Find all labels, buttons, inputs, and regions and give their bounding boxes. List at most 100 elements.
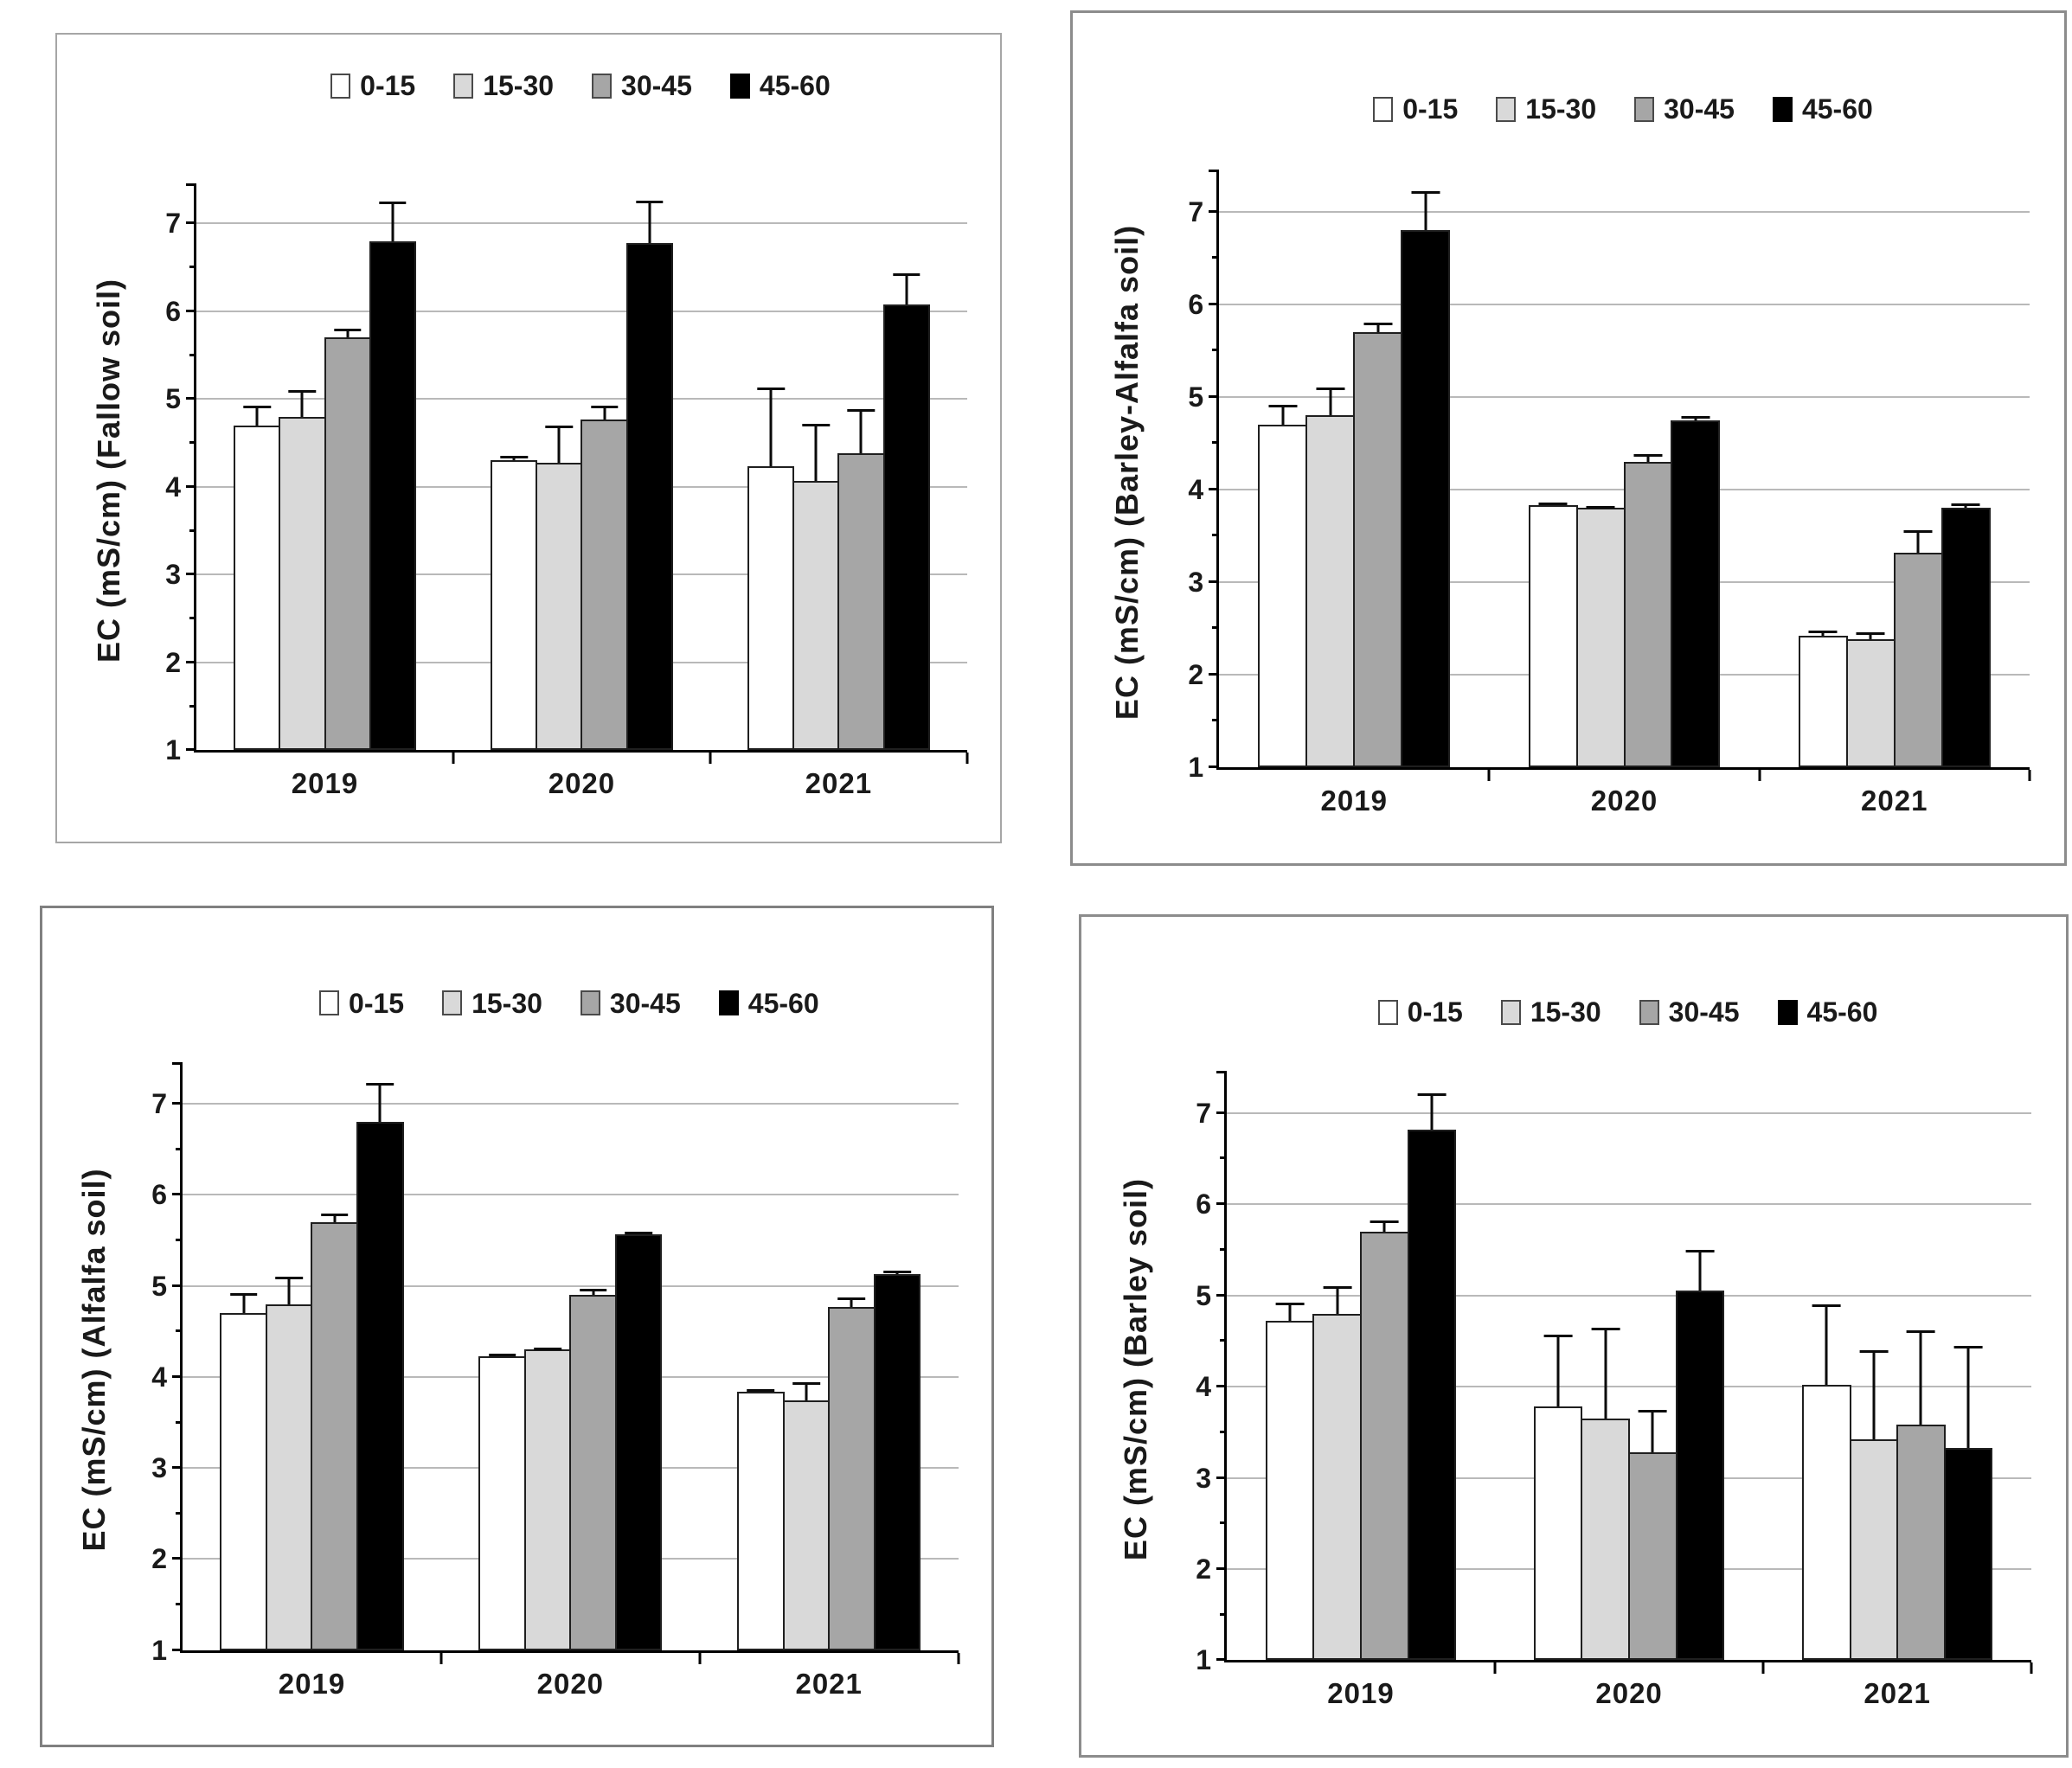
legend-item: 45-60 xyxy=(729,72,831,99)
y-axis-tick xyxy=(186,660,197,663)
x-axis-tick xyxy=(698,1652,702,1664)
bar-2019-30-45 xyxy=(1353,332,1403,767)
bar-2019-30-45 xyxy=(1360,1231,1409,1661)
error-bar-cap xyxy=(534,1348,561,1351)
bar-group-2020 xyxy=(441,1063,700,1650)
bar-slot xyxy=(1893,170,1943,767)
bar-slot xyxy=(536,184,583,751)
y-axis-tick xyxy=(1209,487,1220,490)
y-tick-label: 1 xyxy=(1196,1644,1211,1676)
y-axis-tick xyxy=(176,1329,183,1333)
error-bar-cap xyxy=(747,1388,775,1392)
error-bar-cap xyxy=(1323,1286,1352,1290)
bar-2019-45-60 xyxy=(369,240,416,751)
bar-slot xyxy=(1575,170,1626,767)
y-axis-tick xyxy=(1209,672,1220,676)
bar-group-2020 xyxy=(453,184,710,751)
legend-item: 30-45 xyxy=(1634,95,1735,123)
legend-label: 45-60 xyxy=(1806,996,1878,1028)
y-axis-title: EC (mS/cm) (Barley-Alfalfa soil) xyxy=(1109,224,1145,720)
error-bar-cap xyxy=(1681,416,1710,420)
bar-slot xyxy=(1258,170,1308,767)
plot-area: 1 2 3 4 5 6 7 2019 2020 2021 xyxy=(1188,169,2031,815)
error-bar-cap xyxy=(635,200,664,203)
chart-panel-alfalfa-soil: 0-15 15-30 30-45 45-60 EC (mS/cm) (Alfalfa … xyxy=(40,906,994,1747)
gridline xyxy=(196,310,967,312)
error-bar xyxy=(1382,1220,1386,1232)
bar-group-2019 xyxy=(196,184,453,751)
legend-swatch-0-15 xyxy=(330,73,351,99)
bar-2019-15-30 xyxy=(1312,1313,1363,1661)
error-bar-cap xyxy=(892,273,921,277)
legend-item: 15-30 xyxy=(1496,95,1596,123)
y-axis-tick xyxy=(172,1374,183,1378)
error-bar xyxy=(1966,1345,1970,1448)
bar-slot xyxy=(882,184,930,751)
error-bar-cap xyxy=(1812,1304,1841,1308)
bar-2020-30-45 xyxy=(1623,461,1673,767)
x-axis-tick xyxy=(1761,1662,1765,1675)
bar-2019-0-15 xyxy=(1265,1321,1315,1661)
y-axis-tick xyxy=(176,1239,183,1242)
bar-2020-30-45 xyxy=(581,419,628,751)
chart-panel-barley-soil: 0-15 15-30 30-45 45-60 EC (mS/cm) (Barley s… xyxy=(1079,914,2069,1758)
y-axis-tick xyxy=(1220,1339,1227,1342)
legend-item: 15-30 xyxy=(1500,998,1601,1026)
error-bar xyxy=(1919,1329,1922,1425)
error-bar-cap xyxy=(1903,529,1933,533)
x-axis-tick xyxy=(1487,769,1491,781)
y-tick-label: 5 xyxy=(165,383,182,415)
bar-2019-45-60 xyxy=(356,1122,404,1650)
legend-item: 45-60 xyxy=(1777,996,1878,1028)
x-category-label: 2021 xyxy=(1861,784,1928,817)
x-category-label: 2021 xyxy=(1864,1677,1931,1710)
error-bar-cap xyxy=(1411,191,1440,195)
y-axis-tick xyxy=(1212,349,1220,352)
bar-2021-30-45 xyxy=(837,453,885,751)
legend-item: 30-45 xyxy=(1639,998,1740,1026)
bar-2021-0-15 xyxy=(1798,635,1848,767)
y-axis-tick xyxy=(1209,302,1220,305)
error-bar xyxy=(1329,388,1332,416)
error-bar xyxy=(805,1382,808,1401)
y-axis-tick xyxy=(186,221,197,225)
legend-item: 0-15 xyxy=(1373,95,1458,123)
bar-slot xyxy=(279,184,326,751)
bar-slot xyxy=(747,184,795,751)
bar-group-2021 xyxy=(1760,170,2030,767)
y-axis-tick xyxy=(1216,1658,1227,1662)
error-bar xyxy=(1281,404,1285,426)
bar-2019-0-15 xyxy=(1258,425,1308,767)
y-axis-tick xyxy=(172,1648,183,1651)
y-tick-label: 3 xyxy=(151,1452,168,1484)
error-bar-cap xyxy=(1417,1092,1447,1096)
bar-slot xyxy=(614,1063,663,1650)
legend-swatch-15-30 xyxy=(442,990,463,1016)
legend-label: 15-30 xyxy=(483,70,555,102)
y-axis-tick xyxy=(172,1193,183,1196)
error-bar xyxy=(1604,1327,1607,1419)
error-bar xyxy=(1288,1303,1292,1322)
bar-slot xyxy=(1401,170,1451,767)
bar-2021-30-45 xyxy=(1893,552,1943,767)
bar-slot xyxy=(792,184,840,751)
bar-2020-0-15 xyxy=(1533,1406,1583,1661)
gridline xyxy=(1227,1111,2032,1114)
y-tick-label: 4 xyxy=(151,1361,168,1393)
error-bar xyxy=(905,273,908,304)
legend-label: 0-15 xyxy=(1402,93,1459,125)
error-bar-cap xyxy=(366,1083,395,1086)
error-bar xyxy=(1651,1410,1654,1452)
bar-2020-45-60 xyxy=(625,242,673,751)
legend-label: 30-45 xyxy=(1664,93,1735,125)
legend-swatch-0-15 xyxy=(319,990,340,1016)
gridline xyxy=(1219,210,2030,213)
y-axis-tick xyxy=(186,573,197,576)
bar-2019-0-15 xyxy=(220,1313,267,1650)
y-axis-tick xyxy=(1216,1293,1227,1297)
error-bar-cap xyxy=(500,456,528,459)
y-axis-tick xyxy=(189,617,197,620)
gridline xyxy=(1227,1386,2032,1388)
legend-swatch-0-15 xyxy=(1377,999,1398,1025)
